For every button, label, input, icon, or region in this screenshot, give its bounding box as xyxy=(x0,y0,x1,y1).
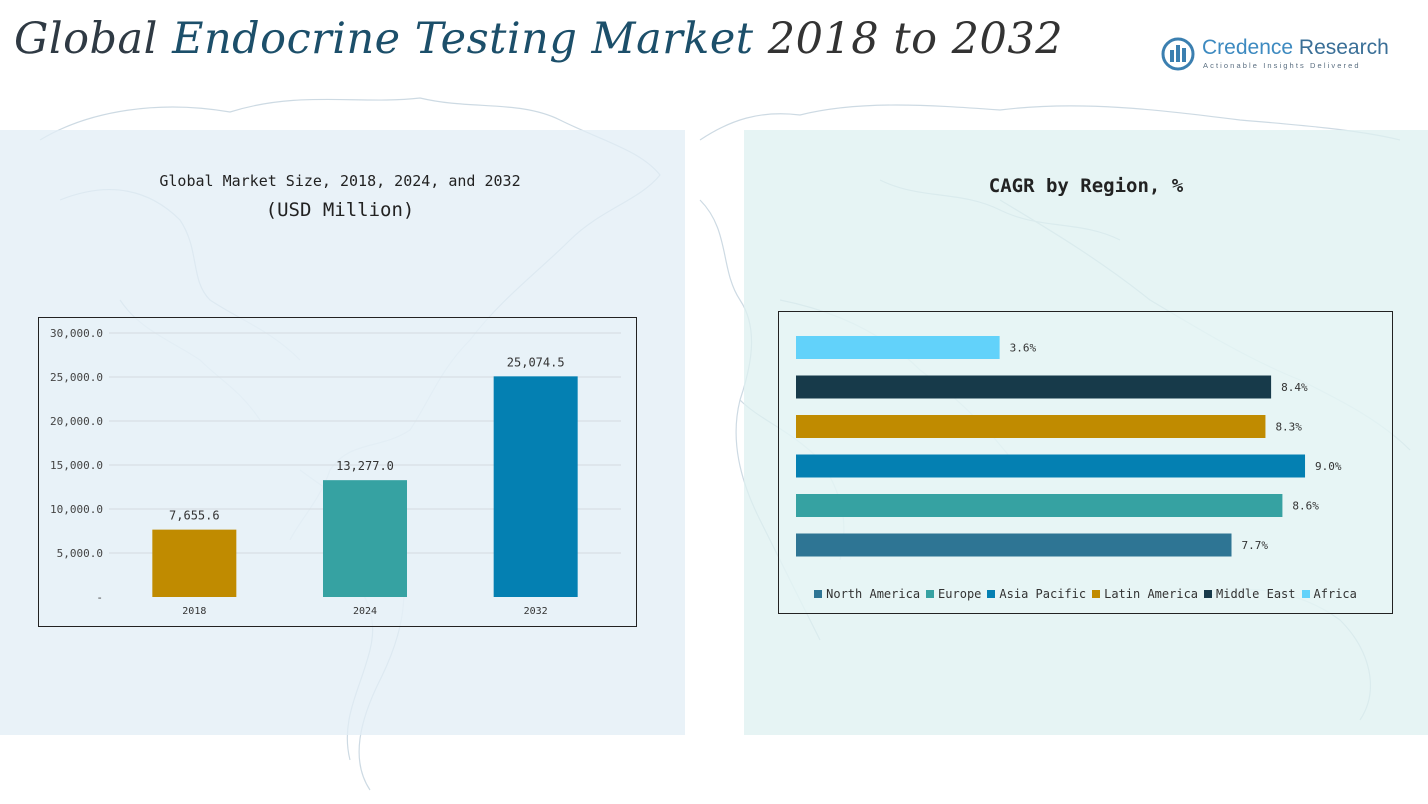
logo-name-b: Research xyxy=(1293,36,1389,59)
logo-icon xyxy=(1161,37,1195,71)
data-label: 25,074.5 xyxy=(507,355,565,369)
legend-swatch xyxy=(1301,590,1310,598)
legend-swatch xyxy=(926,590,935,598)
legend-item: Africa xyxy=(1301,587,1357,601)
y-tick-label: 5,000.0 xyxy=(57,547,103,560)
y-tick-label: 15,000.0 xyxy=(50,459,103,472)
y-tick-label: 25,000.0 xyxy=(50,371,103,384)
market-size-bar-chart: - 5,000.0 10,000.0 15,000.0 20,000.0 25,000.0… xyxy=(50,327,621,617)
cagr-chart-title: CAGR by Region, % xyxy=(988,175,1184,197)
data-label: 8.3% xyxy=(1275,421,1302,434)
cagr-legend: North America Europe Asia Pacific Latin Ame… xyxy=(778,585,1393,603)
data-label: 8.4% xyxy=(1281,381,1308,394)
market-size-chart-frame: - 5,000.0 10,000.0 15,000.0 20,000.0 25,000.0… xyxy=(38,317,637,627)
data-label: 7,655.6 xyxy=(169,509,220,523)
bar-latin-america xyxy=(796,415,1266,438)
market-size-chart-title: Global Market Size, 2018, 2024, and 2032 xyxy=(159,172,521,190)
page-title-part1: Global xyxy=(14,14,173,64)
y-tick-label: 30,000.0 xyxy=(50,327,103,340)
legend-label: Middle East xyxy=(1216,587,1296,601)
x-tick-label: 2032 xyxy=(524,606,548,617)
legend-item: Europe xyxy=(926,587,981,601)
data-label: 7.7% xyxy=(1242,539,1269,552)
legend-swatch xyxy=(987,590,996,598)
page-title-part3: 2018 to 2032 xyxy=(753,14,1064,64)
legend-item: Latin America xyxy=(1092,587,1198,601)
bar-africa xyxy=(796,336,1000,359)
bar-2018 xyxy=(152,529,237,597)
credence-research-logo[interactable]: Credence Research Actionable Insights De… xyxy=(1160,34,1400,74)
cagr-chart-frame: 3.6% 8.4% 8.3% 9.0% 8.6% 7.7% xyxy=(778,311,1393,614)
legend-label: Latin America xyxy=(1104,587,1199,601)
bar-2032 xyxy=(493,376,578,597)
x-tick-label: 2024 xyxy=(353,606,377,617)
bar-europe xyxy=(796,494,1283,517)
legend-item: North America xyxy=(814,587,920,601)
logo-name-a: Credence xyxy=(1202,36,1294,59)
legend-swatch xyxy=(1092,590,1101,598)
y-tick-label: 10,000.0 xyxy=(50,503,103,516)
data-label: 8.6% xyxy=(1292,500,1319,513)
legend-item: Middle East xyxy=(1204,587,1296,601)
y-tick-label: - xyxy=(96,591,103,604)
data-label: 3.6% xyxy=(1010,342,1037,355)
logo-name: Credence Research xyxy=(1202,36,1389,60)
y-tick-label: 20,000.0 xyxy=(50,415,103,428)
legend-swatch xyxy=(1204,590,1213,598)
page-title: Global Endocrine Testing Market 2018 to … xyxy=(14,14,1063,64)
logo-tagline: Actionable Insights Delivered xyxy=(1203,61,1361,70)
bar-north-america xyxy=(796,533,1232,557)
legend-swatch xyxy=(814,590,823,598)
legend-label: Africa xyxy=(1313,587,1357,601)
data-label: 9.0% xyxy=(1315,460,1342,473)
cagr-horizontal-bar-chart: 3.6% 8.4% 8.3% 9.0% 8.6% 7.7% xyxy=(796,336,1342,557)
page-title-part2: Endocrine Testing Market xyxy=(172,14,754,64)
bar-2024 xyxy=(323,480,407,597)
legend-label: Asia Pacific xyxy=(999,587,1087,601)
market-size-chart-subtitle: (USD Million) xyxy=(265,199,415,221)
legend-label: North America xyxy=(826,587,921,601)
data-label: 13,277.0 xyxy=(336,459,394,473)
x-tick-label: 2018 xyxy=(182,606,206,617)
bar-middle-east xyxy=(796,375,1272,399)
bar-asia-pacific xyxy=(796,454,1306,478)
legend-item: Asia Pacific xyxy=(987,587,1086,601)
legend-label: Europe xyxy=(938,587,982,601)
